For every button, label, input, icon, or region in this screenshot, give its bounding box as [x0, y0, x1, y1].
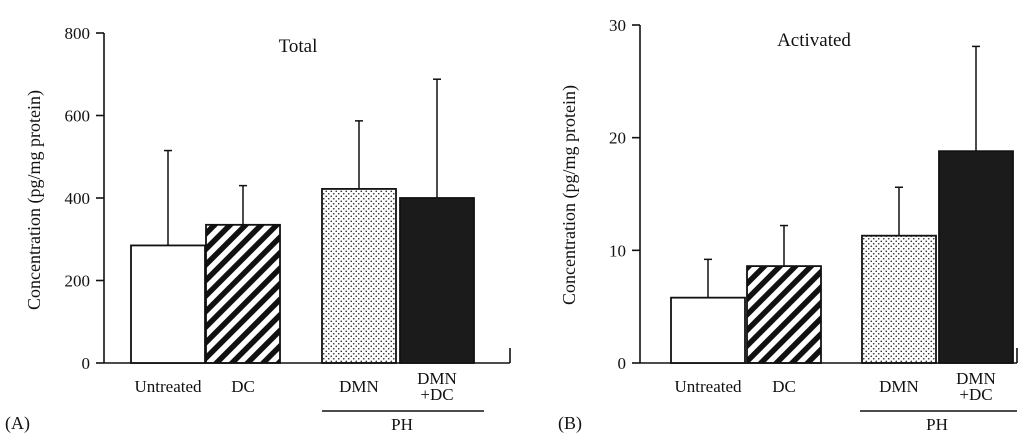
- panel-label: (B): [558, 413, 582, 434]
- chart-title: Total: [279, 36, 318, 57]
- y-tick-label: 400: [65, 189, 91, 208]
- panel-label: (A): [5, 413, 30, 434]
- x-tick-label: Untreated: [674, 377, 742, 396]
- group-label: PH: [926, 415, 948, 434]
- y-tick-label: 800: [65, 24, 91, 43]
- y-axis-label: Concentration (pg/mg protein): [559, 85, 580, 305]
- x-tick-label: DMN +DC: [417, 369, 457, 404]
- bar-untreated: [130, 244, 206, 364]
- x-tick-label: DC: [772, 377, 796, 396]
- chart-panel-b: 0 10 20 30 Activated Concentration (pg/mg p…: [558, 16, 1018, 434]
- y-axis-label: Concentration (pg/mg protein): [24, 90, 45, 310]
- y-tick-label: 600: [65, 107, 91, 126]
- chart-panel-a: 0 200 400 600 800 Total Concentration (pg/mg…: [5, 24, 511, 434]
- y-tick-label: 0: [618, 354, 627, 373]
- bar-dmn: [321, 188, 397, 364]
- y-tick-label: 200: [65, 272, 91, 291]
- bar-dmn-dc: [938, 150, 1014, 364]
- group-label: PH: [391, 415, 413, 434]
- y-tick-label: 10: [609, 241, 626, 260]
- x-tick-label: DC: [231, 377, 255, 396]
- chart-title: Activated: [777, 30, 851, 51]
- x-tick-label: DMN +DC: [956, 369, 996, 404]
- y-tick-label: 20: [609, 129, 626, 148]
- bar-dmn: [861, 234, 937, 364]
- y-tick-label: 0: [82, 354, 91, 373]
- y-tick-label: 30: [609, 16, 626, 35]
- x-tick-label: DMN: [339, 377, 379, 396]
- bar-dmn-dc: [399, 197, 475, 364]
- x-tick-label: DMN: [879, 377, 919, 396]
- bar-dc: [205, 223, 281, 364]
- bar-dc: [746, 265, 822, 364]
- bar-untreated: [670, 296, 746, 364]
- x-tick-label: Untreated: [134, 377, 202, 396]
